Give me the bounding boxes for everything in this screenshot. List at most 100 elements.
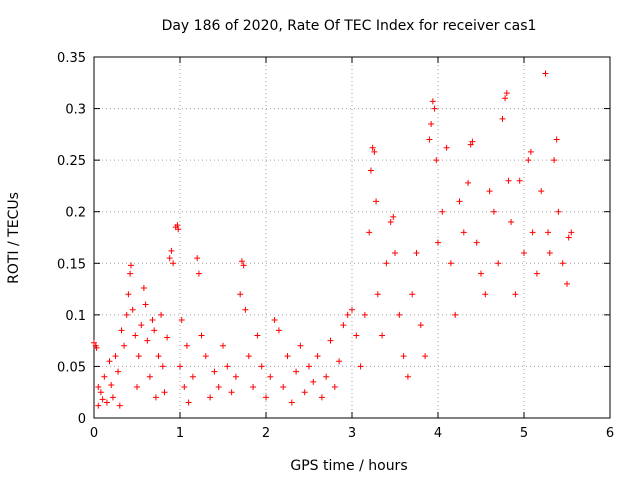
data-point [140, 285, 147, 292]
data-point [284, 353, 291, 360]
data-point [533, 270, 540, 277]
data-point [127, 262, 134, 269]
x-tick-label: 1 [176, 426, 184, 441]
data-point [404, 373, 411, 380]
y-tick-label: 0.35 [57, 51, 86, 66]
data-point [123, 311, 130, 318]
data-point [396, 311, 403, 318]
data-point [195, 270, 202, 277]
data-point [465, 179, 472, 186]
data-point [116, 402, 123, 409]
data-point [357, 363, 364, 370]
data-point [512, 291, 519, 298]
data-point [516, 177, 523, 184]
y-axis-label: ROTI / TECUs [6, 192, 22, 284]
data-point [275, 327, 282, 334]
data-point [280, 384, 287, 391]
data-point [505, 177, 512, 184]
data-point [417, 322, 424, 329]
data-point [125, 291, 132, 298]
data-point [99, 396, 106, 403]
data-point [142, 301, 149, 308]
data-point [240, 262, 247, 269]
data-point [194, 255, 201, 262]
data-point [555, 208, 562, 215]
data-point [151, 327, 158, 334]
data-point [564, 280, 570, 287]
data-point [502, 95, 509, 102]
data-point [508, 219, 515, 226]
data-point [527, 148, 534, 155]
data-point [314, 353, 321, 360]
data-point [367, 167, 374, 174]
data-point [379, 332, 386, 339]
data-point [306, 363, 312, 370]
data-point [101, 373, 108, 380]
data-point [112, 353, 119, 360]
y-tick-label: 0.2 [65, 206, 86, 221]
data-point [361, 311, 368, 318]
y-tick-label: 0.25 [57, 154, 86, 169]
data-point [374, 291, 381, 298]
y-tick-label: 0.3 [65, 103, 86, 118]
y-tick-label: 0.1 [65, 309, 86, 324]
data-point [529, 229, 536, 236]
data-point [400, 353, 407, 360]
data-point [546, 249, 553, 256]
data-point [435, 239, 441, 246]
data-point [177, 363, 183, 370]
x-axis-label: GPS time / hours [290, 458, 407, 474]
data-point [178, 317, 185, 324]
data-point [97, 389, 104, 396]
x-tick-label: 0 [90, 426, 98, 441]
data-point [138, 322, 145, 329]
data-point [473, 239, 480, 246]
data-point [106, 358, 113, 365]
x-tick-label: 5 [520, 426, 528, 441]
data-point [456, 198, 463, 205]
data-point [211, 368, 218, 375]
x-tick-label: 2 [262, 426, 270, 441]
data-point [439, 208, 446, 215]
data-point [155, 353, 162, 360]
data-point [135, 353, 142, 360]
data-point [166, 255, 173, 262]
data-point [495, 260, 502, 267]
data-point [478, 270, 484, 277]
x-tick-label: 3 [348, 426, 356, 441]
data-point [109, 394, 116, 401]
data-point [525, 157, 532, 164]
data-point [409, 291, 416, 298]
y-tick-label: 0.05 [57, 360, 86, 375]
data-point [95, 402, 102, 409]
data-point [115, 368, 122, 375]
data-point [545, 229, 552, 236]
x-tick-label: 6 [606, 426, 614, 441]
data-point [158, 311, 165, 318]
data-point [553, 136, 560, 143]
data-point [503, 90, 510, 97]
data-point [238, 258, 245, 265]
data-point [183, 342, 190, 349]
data-point [413, 249, 420, 256]
data-point [159, 363, 166, 370]
data-point [146, 373, 153, 380]
data-point [232, 373, 239, 380]
data-point [447, 260, 454, 267]
data-point [310, 378, 317, 385]
data-point [323, 373, 330, 380]
data-point [387, 219, 394, 226]
data-point [118, 327, 125, 334]
data-point [538, 188, 545, 195]
data-point [521, 249, 527, 256]
data-point [250, 384, 257, 391]
data-point [228, 389, 235, 396]
data-point [161, 389, 168, 396]
data-point [207, 394, 214, 401]
data-point [392, 249, 398, 256]
data-point [132, 332, 139, 339]
data-point [152, 394, 159, 401]
data-point [340, 322, 347, 329]
data-point [373, 198, 380, 205]
